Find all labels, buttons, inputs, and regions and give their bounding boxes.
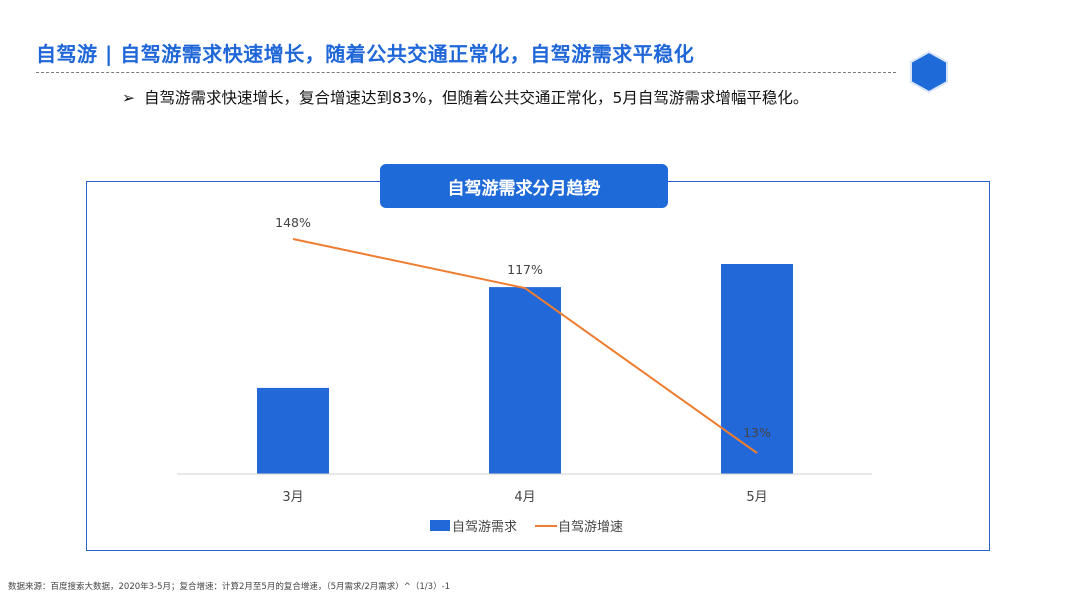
growth-data-label: 117%	[507, 262, 543, 277]
bar-3月	[257, 387, 329, 474]
bar-4月	[489, 287, 561, 474]
summary-bullet: ➢ 自驾游需求快速增长，复合增速达到83%，但随着公共交通正常化，5月自驾游需求增…	[122, 86, 808, 108]
x-tick-label: 3月	[282, 490, 303, 505]
data-source-note: 数据来源：百度搜索大数据，2020年3-5月；复合增速：计算2月至5月的复合增速…	[8, 582, 451, 592]
chart-title: 自驾游需求分月趋势	[380, 164, 668, 208]
hexagon-logo-icon	[910, 50, 948, 94]
page-title: 自驾游 | 自驾游需求快速增长，随着公共交通正常化，自驾游需求平稳化	[36, 42, 695, 66]
title-divider	[36, 72, 896, 73]
legend-bar-swatch	[430, 520, 450, 531]
legend-bar-label: 自驾游需求	[452, 520, 517, 535]
growth-data-label: 148%	[275, 215, 311, 230]
legend-line-label: 自驾游增速	[558, 520, 623, 535]
bar-5月	[721, 264, 793, 474]
bullet-arrow-icon: ➢	[122, 89, 135, 107]
x-tick-label: 4月	[514, 490, 535, 505]
growth-data-label: 13%	[743, 425, 771, 440]
x-tick-label: 5月	[746, 490, 767, 505]
summary-text: 自驾游需求快速增长，复合增速达到83%，但随着公共交通正常化，5月自驾游需求增幅…	[144, 89, 809, 107]
growth-line	[292, 238, 758, 454]
